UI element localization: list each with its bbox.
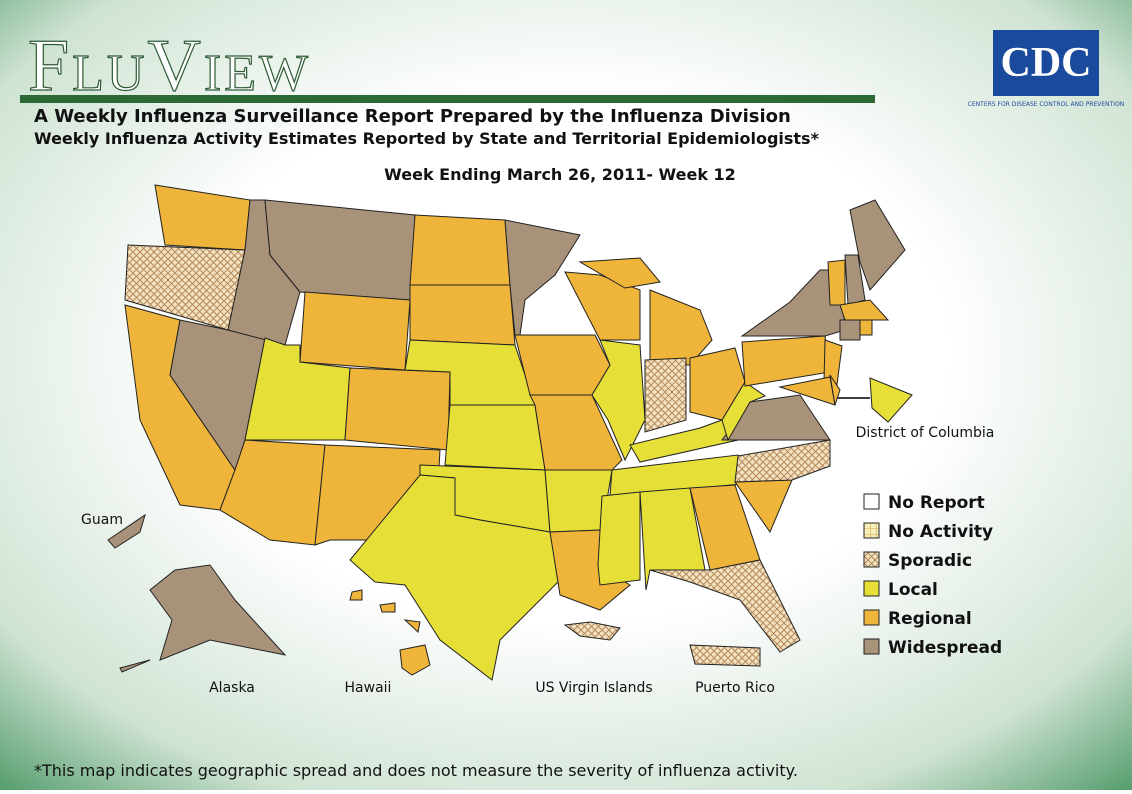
area	[644, 357, 687, 433]
area	[649, 559, 801, 653]
logo-text: CDC	[1001, 40, 1092, 86]
legend: No Report No Activity Sporadic Local Regiona…	[863, 493, 1002, 658]
title: FluView	[28, 25, 311, 107]
area	[689, 644, 761, 667]
legend-swatch	[863, 551, 880, 568]
area	[403, 619, 421, 633]
legend-swatch	[863, 522, 880, 539]
area	[721, 381, 767, 442]
area	[409, 284, 516, 346]
area	[649, 289, 713, 366]
legend-label: No Activity	[888, 522, 993, 542]
subtitle: A Weekly Influenza Surveillance Report P…	[34, 106, 791, 127]
logo-tagline: Centers for Disease Control and Preventi…	[968, 101, 1125, 108]
title-bar	[20, 95, 875, 103]
area	[349, 589, 363, 601]
legend-swatch	[863, 638, 880, 655]
area-label: US Virgin Islands	[535, 680, 652, 696]
area-label: Alaska	[209, 680, 255, 696]
area	[869, 377, 913, 423]
week: Week Ending March 26, 2011- Week 12	[384, 165, 736, 184]
footnote: *This map indicates geographic spread an…	[34, 761, 798, 780]
subtitle-2: Weekly Influenza Activity Estimates Repo…	[34, 129, 820, 148]
area	[859, 319, 873, 336]
area	[119, 659, 151, 673]
area	[597, 491, 641, 586]
area-label: Guam	[81, 512, 123, 528]
area	[839, 319, 861, 341]
area-label: Puerto Rico	[695, 680, 775, 696]
legend-label: Widespread	[888, 638, 1002, 658]
area	[399, 644, 431, 676]
area	[379, 602, 396, 613]
area	[344, 367, 451, 451]
legend-swatch	[863, 580, 880, 597]
legend-label: Regional	[888, 609, 972, 629]
legend-label: No Report	[888, 493, 985, 513]
area-label: Hawaii	[345, 680, 392, 696]
area	[504, 219, 581, 336]
area	[149, 564, 287, 661]
area	[444, 404, 546, 471]
areas: District of Columbia Alaska Hawaii Guam US V…	[81, 184, 995, 696]
area	[107, 513, 146, 549]
area	[844, 254, 866, 306]
area	[839, 299, 890, 321]
area	[591, 339, 646, 462]
area	[827, 259, 846, 306]
legend-swatch	[863, 609, 880, 626]
legend-label: Local	[888, 580, 938, 600]
area	[409, 214, 511, 286]
area-label: District of Columbia	[856, 425, 995, 441]
area	[563, 621, 621, 641]
area	[829, 374, 841, 406]
legend-label: Sporadic	[888, 551, 972, 571]
area	[564, 271, 641, 341]
area	[514, 334, 611, 396]
area	[349, 474, 561, 681]
area	[299, 291, 411, 371]
legend-swatch	[863, 493, 880, 510]
area	[734, 439, 831, 483]
logo-box	[993, 30, 1099, 96]
area	[849, 199, 906, 291]
area	[578, 257, 661, 289]
